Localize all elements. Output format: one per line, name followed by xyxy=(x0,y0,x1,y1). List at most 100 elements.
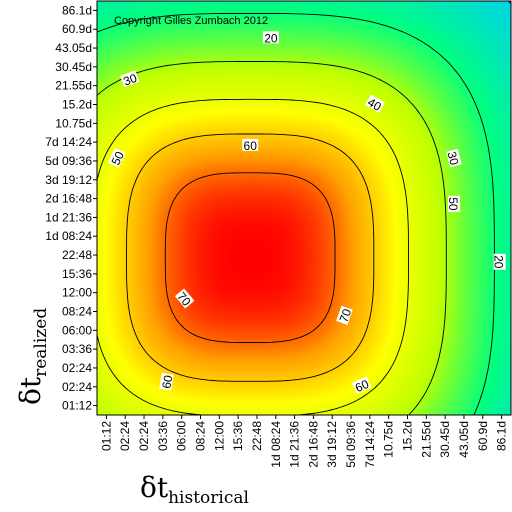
y-tick-label: 2d 16:48 xyxy=(45,192,92,206)
y-axis-label-symbol: δt xyxy=(14,376,47,405)
y-tick-label: 7d 14:24 xyxy=(45,135,92,149)
x-tick-label: 43.05d xyxy=(457,421,471,458)
x-axis: 01:12 02:24 02:24 03:36 06:00 08:24 12:00 15:36… xyxy=(99,415,509,468)
y-tick-label: 03:36 xyxy=(62,342,92,356)
contour-label-text: 70 xyxy=(337,307,355,325)
x-tick-label: 08:24 xyxy=(194,421,208,451)
contour-label-20: 20 xyxy=(262,31,279,45)
y-axis-label-subscript: realized xyxy=(31,308,51,377)
contour-line-40 xyxy=(97,61,447,415)
x-tick-label: 06:00 xyxy=(175,421,189,451)
y-tick-label: 22:48 xyxy=(62,248,92,262)
svg-text:δthistorical: δthistorical xyxy=(140,471,249,508)
contour-label-30: 30 xyxy=(120,70,140,89)
x-axis-label-symbol: δt xyxy=(140,471,169,504)
contour-label-text: 20 xyxy=(264,31,278,45)
contour-label-20: 20 xyxy=(492,253,506,270)
y-tick-label: 10.75d xyxy=(55,116,92,130)
heatmap-surface xyxy=(97,1,511,415)
contour-label-text: 30 xyxy=(445,150,462,167)
contour-label-30: 30 xyxy=(445,148,462,168)
x-tick-label: 12:00 xyxy=(212,421,226,451)
contour-label-text: 60 xyxy=(159,374,175,390)
contour-label-text: 50 xyxy=(109,149,127,167)
contour-label-bg xyxy=(446,148,462,168)
contour-label-text: 50 xyxy=(446,197,460,211)
y-tick-label: 1d 08:24 xyxy=(45,229,92,243)
y-tick-label: 21.55d xyxy=(55,79,92,93)
contour-label-50: 50 xyxy=(446,195,460,212)
y-tick-label: 15.2d xyxy=(62,98,92,112)
x-tick-label: 1d 08:24 xyxy=(269,421,283,468)
x-axis-label: δthistorical xyxy=(140,471,249,508)
contour-label-70: 70 xyxy=(174,288,195,309)
y-axis: 86.1d 60.9d 43.05d 30.45d 21.55d 15.2d 10.75d 7… xyxy=(45,3,97,413)
contour-label-bg xyxy=(159,372,174,391)
contour-label-bg xyxy=(336,305,353,325)
contour-label-bg xyxy=(364,94,385,113)
x-tick-label: 15.2d xyxy=(401,421,415,451)
contour-label-60: 60 xyxy=(351,376,372,395)
contour-lines xyxy=(97,1,511,415)
x-tick-label: 03:36 xyxy=(156,421,170,451)
x-axis-label-subscript: historical xyxy=(168,488,249,508)
contour-label-text: 20 xyxy=(492,255,506,269)
contour-label-text: 30 xyxy=(121,71,139,89)
contour-label-bg xyxy=(351,376,372,394)
contour-label-text: 40 xyxy=(365,95,384,114)
contour-line-60 xyxy=(126,133,375,382)
contour-label-bg xyxy=(242,138,259,151)
contour-line-70 xyxy=(164,172,336,343)
contour-label-60: 60 xyxy=(159,372,176,391)
copyright-annotation: Copyright Gilles Zumbach 2012 xyxy=(114,15,268,27)
x-tick-label: 10.75d xyxy=(382,421,396,458)
contour-label-40: 40 xyxy=(364,94,385,114)
contour-line-30 xyxy=(97,13,495,415)
x-tick-label: 3d 19:12 xyxy=(325,421,339,468)
contour-label-bg xyxy=(174,288,195,309)
x-tick-label: 1d 21:36 xyxy=(288,421,302,468)
y-tick-label: 15:36 xyxy=(62,267,92,281)
x-tick-label: 22:48 xyxy=(250,421,264,451)
x-tick-label: 01:12 xyxy=(99,421,113,451)
contour-label-text: 60 xyxy=(353,377,371,395)
x-tick-label: 2d 16:48 xyxy=(306,421,320,468)
contour-label-60: 60 xyxy=(242,138,259,153)
y-tick-label: 30.45d xyxy=(55,60,92,74)
y-tick-label: 01:12 xyxy=(62,399,92,413)
y-tick-label: 1d 21:36 xyxy=(45,210,92,224)
y-tick-label: 5d 09:36 xyxy=(45,154,92,168)
y-tick-label: 43.05d xyxy=(55,41,92,55)
svg-text:δtrealized: δtrealized xyxy=(14,308,51,405)
contour-labels: 20 30 40 50 30 50 20 60 70 70 60 60 xyxy=(107,31,506,395)
plot-frame xyxy=(96,0,512,416)
x-tick-label: 15:36 xyxy=(231,421,245,451)
x-tick-label: 86.1d xyxy=(495,421,509,451)
contour-label-70: 70 xyxy=(336,305,355,325)
y-tick-label: 12:00 xyxy=(62,286,92,300)
contour-label-bg xyxy=(107,148,126,168)
x-tick-label: 21.55d xyxy=(419,421,433,458)
contour-line-50 xyxy=(97,98,409,415)
contour-label-bg xyxy=(493,253,506,270)
y-tick-label: 06:00 xyxy=(62,323,92,337)
x-tick-label: 02:24 xyxy=(137,421,151,451)
contour-label-bg xyxy=(262,31,279,44)
x-tick-label: 02:24 xyxy=(118,421,132,451)
contour-label-50: 50 xyxy=(107,148,127,168)
y-tick-label: 02:24 xyxy=(62,361,92,375)
y-tick-label: 02:24 xyxy=(62,380,92,394)
x-tick-label: 5d 09:36 xyxy=(344,421,358,468)
y-tick-label: 3d 19:12 xyxy=(45,173,92,187)
y-axis-label: δtrealized xyxy=(14,308,51,405)
contour-label-bg xyxy=(120,70,140,88)
y-tick-label: 60.9d xyxy=(62,22,92,36)
x-tick-label: 30.45d xyxy=(438,421,452,458)
contour-label-text: 60 xyxy=(244,139,258,153)
y-tick-label: 86.1d xyxy=(62,3,92,17)
x-tick-label: 60.9d xyxy=(476,421,490,451)
x-tick-label: 7d 14:24 xyxy=(363,421,377,468)
contour-label-bg xyxy=(448,195,460,212)
y-tick-label: 08:24 xyxy=(62,305,92,319)
